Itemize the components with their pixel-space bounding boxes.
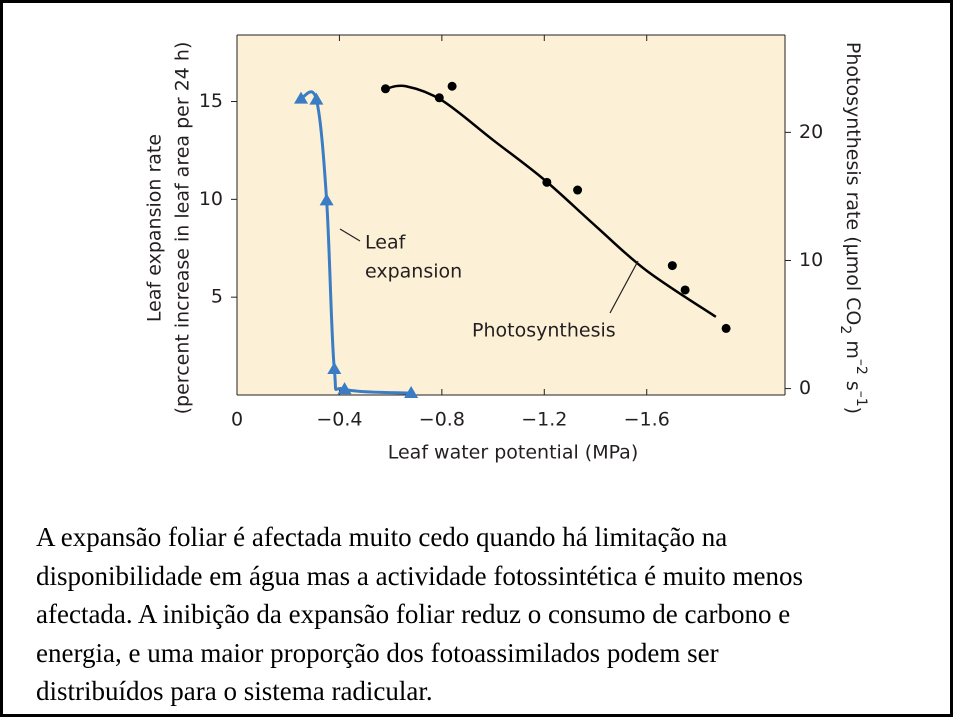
x-tick-label: −0.8: [419, 409, 465, 431]
annotation: Photosynthesis: [472, 320, 616, 342]
y2-axis-label: Photosynthesis rate (μmol CO2 m–2 s–1): [837, 42, 869, 414]
circle-marker: [573, 185, 583, 195]
y2-tick-label: 10: [799, 249, 823, 271]
y2-axis-label-part: ): [843, 407, 865, 414]
caption-line: disponibilidade em água mas a actividade…: [36, 560, 804, 591]
caption-line: energia, e uma maior proporção dos fotoa…: [36, 637, 719, 668]
caption-line: distribuídos para o sistema radicular.: [36, 676, 433, 706]
circle-marker: [447, 81, 457, 91]
y-tick-label: 5: [211, 286, 223, 308]
y2-axis-label-part: Photosynthesis rate (μmol CO: [843, 42, 865, 326]
triangle-marker: [319, 193, 334, 206]
circle-marker: [721, 323, 731, 333]
caption-line: A expansão foliar é afectada muito cedo …: [36, 522, 728, 552]
triangle-marker: [327, 361, 342, 374]
y2-axis-label-part: –1: [853, 391, 869, 407]
x-axis-label: Leaf water potential (MPa): [388, 442, 639, 464]
y2-axis-label-part: 2: [837, 325, 853, 334]
circle-marker: [667, 261, 677, 271]
annotation: expansion: [365, 261, 462, 283]
y2-tick-label: 0: [799, 377, 811, 399]
leader-line: [609, 260, 639, 314]
triangle-marker: [337, 382, 352, 395]
caption: A expansão foliar é afectada muito cedo …: [36, 518, 803, 711]
y-axis-label: (percent increase in leaf area per 24 h): [172, 42, 194, 415]
triangle-marker: [404, 386, 419, 399]
y-axis-label: Leaf expansion rate: [144, 134, 166, 322]
annotation: Leaf: [365, 232, 407, 254]
y2-tick-label: 20: [799, 121, 823, 143]
triangle-marker: [294, 91, 309, 104]
y-tick-label: 15: [199, 90, 223, 112]
x-tick-label: −0.4: [316, 409, 362, 431]
x-tick-label: 0: [231, 409, 243, 431]
y2-axis-label-part: –2: [853, 359, 869, 375]
y-tick-label: 10: [199, 188, 223, 210]
y2-axis-label-part: m: [843, 334, 865, 359]
triangle-marker: [309, 92, 324, 105]
circle-marker: [680, 285, 690, 295]
y2-axis-label-part: s: [843, 375, 865, 391]
x-tick-label: −1.6: [624, 409, 670, 431]
series-line: [385, 84, 717, 318]
x-tick-label: −1.2: [521, 409, 567, 431]
leader-line: [339, 228, 361, 242]
caption-line: afectada. A inibição da expansão foliar …: [36, 599, 791, 629]
chart: 0 −0.4 −0.8 −1.2 −1.6 5 10 15 0 10 20 Leaf water po…: [144, 34, 869, 464]
